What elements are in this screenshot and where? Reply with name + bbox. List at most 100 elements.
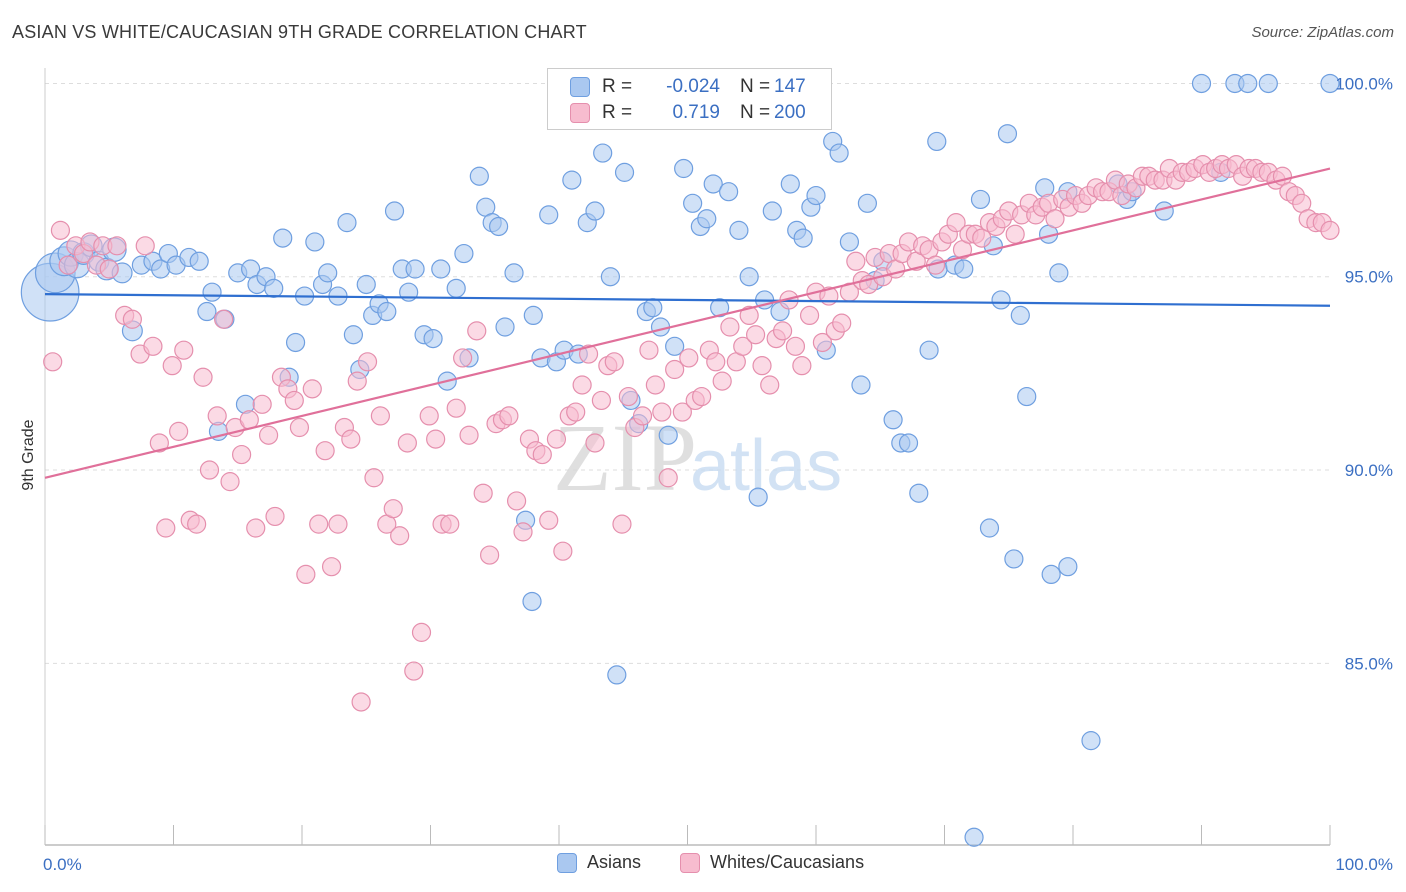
legend-item-asians[interactable]: Asians bbox=[557, 852, 641, 873]
whites-point[interactable] bbox=[645, 375, 665, 395]
whites-point[interactable] bbox=[652, 402, 672, 422]
legend-item-whites[interactable]: Whites/Caucasians bbox=[680, 852, 864, 873]
asians-point[interactable] bbox=[954, 259, 974, 279]
whites-point[interactable] bbox=[440, 514, 460, 534]
asians-point[interactable] bbox=[674, 158, 694, 179]
asians-point[interactable] bbox=[202, 282, 222, 302]
asians-point[interactable] bbox=[285, 332, 306, 353]
asians-point[interactable] bbox=[1320, 73, 1340, 94]
asians-point[interactable] bbox=[1004, 549, 1024, 569]
asians-point[interactable] bbox=[898, 433, 919, 453]
asians-point[interactable] bbox=[197, 301, 217, 322]
whites-point[interactable] bbox=[733, 336, 753, 356]
whites-point[interactable] bbox=[315, 441, 335, 461]
asians-point[interactable] bbox=[522, 591, 542, 612]
whites-point[interactable] bbox=[252, 394, 272, 414]
asians-point[interactable] bbox=[431, 259, 451, 279]
asians-point[interactable] bbox=[585, 201, 605, 221]
whites-point[interactable] bbox=[632, 406, 653, 426]
whites-point[interactable] bbox=[658, 468, 678, 488]
whites-point[interactable] bbox=[169, 421, 189, 441]
whites-point[interactable] bbox=[284, 390, 304, 411]
whites-point[interactable] bbox=[309, 514, 329, 534]
asians-point[interactable] bbox=[423, 328, 443, 349]
whites-point[interactable] bbox=[546, 429, 567, 449]
asians-point[interactable] bbox=[1081, 731, 1101, 751]
whites-point[interactable] bbox=[364, 468, 384, 488]
whites-point[interactable] bbox=[720, 317, 740, 337]
whites-point[interactable] bbox=[679, 348, 699, 368]
whites-point[interactable] bbox=[99, 259, 119, 279]
whites-point[interactable] bbox=[639, 340, 659, 360]
asians-point[interactable] bbox=[273, 228, 293, 248]
whites-point[interactable] bbox=[347, 371, 367, 391]
whites-point[interactable] bbox=[156, 518, 176, 538]
asians-point[interactable] bbox=[562, 170, 582, 190]
asians-point[interactable] bbox=[405, 259, 425, 279]
whites-point[interactable] bbox=[604, 352, 624, 372]
asians-point[interactable] bbox=[806, 185, 826, 206]
whites-point[interactable] bbox=[107, 236, 127, 256]
asians-point[interactable] bbox=[829, 143, 849, 163]
whites-point[interactable] bbox=[513, 522, 533, 542]
asians-point[interactable] bbox=[377, 301, 397, 322]
asians-point[interactable] bbox=[839, 232, 860, 252]
whites-point[interactable] bbox=[1045, 209, 1065, 229]
asians-point[interactable] bbox=[964, 827, 984, 847]
whites-point[interactable] bbox=[207, 406, 227, 426]
asians-point[interactable] bbox=[643, 298, 663, 318]
asians-point[interactable] bbox=[739, 267, 759, 287]
asians-point[interactable] bbox=[857, 193, 878, 213]
whites-point[interactable] bbox=[446, 398, 466, 418]
whites-point[interactable] bbox=[760, 375, 780, 395]
whites-point[interactable] bbox=[258, 425, 279, 445]
asians-point[interactable] bbox=[762, 201, 782, 221]
whites-point[interactable] bbox=[390, 526, 410, 546]
asians-point[interactable] bbox=[600, 267, 621, 287]
whites-point[interactable] bbox=[459, 425, 479, 445]
whites-point[interactable] bbox=[43, 352, 63, 372]
whites-point[interactable] bbox=[578, 344, 599, 364]
whites-point[interactable] bbox=[143, 336, 163, 356]
asians-point[interactable] bbox=[710, 298, 730, 318]
whites-point[interactable] bbox=[135, 236, 155, 256]
whites-point[interactable] bbox=[480, 545, 500, 565]
whites-point[interactable] bbox=[772, 321, 793, 341]
whites-point[interactable] bbox=[566, 402, 586, 422]
asians-point[interactable] bbox=[446, 278, 466, 298]
asians-point[interactable] bbox=[1258, 73, 1278, 94]
asians-point[interactable] bbox=[665, 336, 685, 356]
asians-point[interactable] bbox=[489, 216, 509, 237]
whites-point[interactable] bbox=[692, 386, 712, 407]
asians-point[interactable] bbox=[683, 193, 703, 213]
whites-point[interactable] bbox=[499, 406, 519, 426]
whites-point[interactable] bbox=[174, 340, 194, 360]
asians-point[interactable] bbox=[1238, 73, 1258, 94]
asians-point[interactable] bbox=[793, 228, 813, 248]
asians-point[interactable] bbox=[504, 263, 524, 283]
whites-point[interactable] bbox=[162, 356, 182, 376]
asians-point[interactable] bbox=[523, 305, 543, 326]
whites-point[interactable] bbox=[357, 352, 378, 372]
asians-point[interactable] bbox=[997, 124, 1018, 144]
asians-point[interactable] bbox=[1058, 557, 1078, 577]
asians-point[interactable] bbox=[607, 665, 627, 685]
whites-point[interactable] bbox=[572, 375, 592, 395]
whites-point[interactable] bbox=[149, 433, 169, 453]
whites-point[interactable] bbox=[50, 220, 71, 240]
whites-point[interactable] bbox=[612, 514, 632, 534]
asians-point[interactable] bbox=[909, 483, 929, 503]
asians-point[interactable] bbox=[851, 375, 871, 395]
whites-point[interactable] bbox=[739, 305, 759, 326]
asians-point[interactable] bbox=[780, 174, 800, 194]
asians-point[interactable] bbox=[927, 131, 947, 152]
whites-point[interactable] bbox=[302, 379, 322, 399]
whites-point[interactable] bbox=[553, 541, 573, 561]
asians-point[interactable] bbox=[343, 325, 363, 345]
asians-point[interactable] bbox=[614, 162, 635, 182]
whites-point[interactable] bbox=[532, 444, 552, 465]
whites-point[interactable] bbox=[752, 356, 772, 376]
whites-point[interactable] bbox=[383, 499, 403, 519]
whites-point[interactable] bbox=[846, 251, 866, 271]
asians-point[interactable] bbox=[539, 205, 559, 225]
